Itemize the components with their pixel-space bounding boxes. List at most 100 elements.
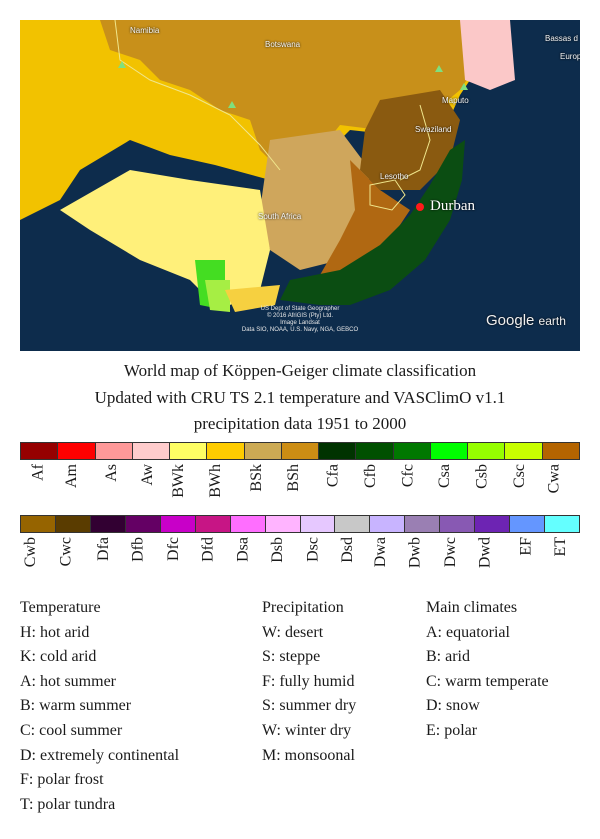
border-namibia	[114, 20, 281, 171]
legend-label-cell: Dwa	[370, 533, 405, 581]
legend-label-bwh: BWh	[207, 464, 225, 498]
legend-label-cell: Dsd	[335, 533, 370, 581]
map-canvas	[20, 20, 580, 351]
legend-label-cwa: Cwa	[545, 464, 563, 494]
legend-label-cfb: Cfb	[361, 464, 379, 488]
legend-label-cell: BWh	[207, 460, 244, 508]
key-item: A: hot summer	[20, 672, 116, 690]
legend-label-cell: BSh	[281, 460, 318, 508]
legend-label-cell: Dsa	[230, 533, 265, 581]
key-item: T: polar tundra	[20, 795, 116, 813]
place-label-namibia: Namibia	[130, 26, 160, 35]
legend-label-cell: Cwa	[543, 460, 580, 508]
legend-label-bsh: BSh	[285, 464, 303, 492]
key-item: E: polar	[426, 721, 478, 739]
place-label-botswana: Botswana	[265, 40, 301, 49]
legend-swatch-as	[95, 443, 133, 459]
legend-swatch-dsb	[265, 516, 301, 532]
legend-label-dfb: Dfb	[129, 537, 147, 562]
region-cwb	[360, 90, 460, 190]
key-precipitation: Precipitation W: desert S: steppe F: ful…	[262, 596, 356, 768]
attribution-line: Data SIO, NOAA, U.S. Navy, NGA, GEBCO	[241, 327, 359, 333]
key-item: H: hot arid	[20, 623, 90, 641]
legend-label-cell: Csa	[431, 460, 468, 508]
legend-swatch-cwa	[542, 443, 579, 459]
durban-label: Durban	[430, 198, 475, 214]
legend-label-bsk: BSk	[247, 464, 265, 492]
key-item: W: desert	[262, 623, 324, 641]
map-attribution: US Dept of State Geographer © 2016 AfriG…	[240, 306, 360, 334]
legend-label-cell: Dwd	[475, 533, 510, 581]
legend-swatch-af	[21, 443, 59, 459]
legend-label-cfc: Cfc	[399, 464, 417, 488]
durban-marker[interactable]	[416, 203, 424, 211]
legend-label-cell: Cwc	[55, 533, 90, 581]
legend-swatches-2	[20, 515, 580, 533]
legend-swatch-csa	[430, 443, 469, 459]
legend-label-dwb: Dwb	[405, 537, 423, 569]
legend-swatch-dfd	[195, 516, 231, 532]
legend-label-cell: EF	[510, 533, 545, 581]
border-swaziland	[399, 104, 431, 181]
legend-label-cell: Dwb	[405, 533, 440, 581]
key-item: C: warm temperate	[426, 672, 549, 690]
terrain-marker	[118, 61, 126, 68]
key-heading-temperature: Temperature	[20, 599, 101, 616]
attribution-line: © 2016 AfriGIS (Pty) Ltd.	[266, 313, 334, 319]
legend-swatch-dwa	[370, 516, 406, 532]
legend-swatch-dsd	[335, 516, 371, 532]
legend-swatch-bsh	[281, 443, 320, 459]
legend-label-csb: Csb	[473, 464, 491, 489]
key-item: B: arid	[426, 648, 470, 666]
key-item: F: fully humid	[262, 672, 355, 690]
legend-label-cell: Dwc	[440, 533, 475, 581]
legend-label-cfa: Cfa	[324, 464, 342, 488]
legend-label-csc: Csc	[510, 464, 528, 488]
legend-swatch-csc	[505, 443, 543, 459]
legend-label-cell: Cfa	[319, 460, 356, 508]
legend-label-dsb: Dsb	[268, 537, 286, 563]
map-title-line1: World map of Köppen-Geiger climate class…	[123, 361, 477, 380]
legend-label-cell: Dsb	[265, 533, 300, 581]
region-cwa	[320, 160, 410, 275]
attribution-line: Image Landsat	[280, 320, 320, 326]
attribution-line: US Dept of State Geographer	[260, 306, 340, 312]
legend-swatch-bsk	[244, 443, 282, 459]
legend-swatch-cwc	[55, 516, 91, 532]
legend-swatch-am	[58, 443, 96, 459]
key-item: D: extremely continental	[20, 746, 180, 764]
key-item: F: polar frost	[20, 771, 104, 789]
region-aw	[460, 20, 515, 90]
brand-suffix: earth	[538, 314, 566, 328]
legend-label-cell: Dfa	[90, 533, 125, 581]
legend-label-aw: Aw	[138, 464, 156, 486]
map-title-line3: precipitation data 1951 to 2000	[193, 414, 407, 433]
legend-swatch-cfa	[319, 443, 357, 459]
key-item: K: cold arid	[20, 648, 97, 666]
key-item: A: equatorial	[426, 623, 510, 641]
legend-swatch-dwd	[475, 516, 511, 532]
map-title-line2: Updated with CRU TS 2.1 temperature and …	[94, 388, 506, 407]
key-item: W: winter dry	[262, 721, 352, 739]
legend-label-dwa: Dwa	[371, 537, 389, 568]
legend-labels-1: Af Am As Aw BWk BWh BSk BSh Cfa Cfb Cfc Csa Csb Csc Cw…	[20, 460, 580, 508]
legend-swatches-1	[20, 442, 580, 460]
legend-swatch-cfc	[393, 443, 431, 459]
place-label-europa: Europ	[560, 52, 580, 61]
legend-swatch-dfa	[90, 516, 126, 532]
legend-label-cell: Dfb	[125, 533, 160, 581]
legend-swatch-ef	[510, 516, 546, 532]
place-label-lesotho: Lesotho	[380, 172, 409, 181]
legend-label-cell: Aw	[132, 460, 169, 508]
place-label-maputo: Maputo	[442, 96, 469, 105]
key-heading-main: Main climates	[426, 599, 518, 616]
climate-map[interactable]: Namibia Botswana Maputo Swaziland Lesoth…	[20, 20, 580, 351]
key-item: M: monsoonal	[262, 746, 355, 764]
legend-swatch-dfc	[160, 516, 196, 532]
legend-label-dfd: Dfd	[199, 537, 217, 562]
legend-label-cell: Cwb	[20, 533, 55, 581]
key-heading-precipitation: Precipitation	[262, 599, 344, 616]
legend-label-cell: Csc	[505, 460, 542, 508]
legend-label-dwd: Dwd	[475, 537, 493, 569]
legend-label-dwc: Dwc	[441, 537, 459, 568]
